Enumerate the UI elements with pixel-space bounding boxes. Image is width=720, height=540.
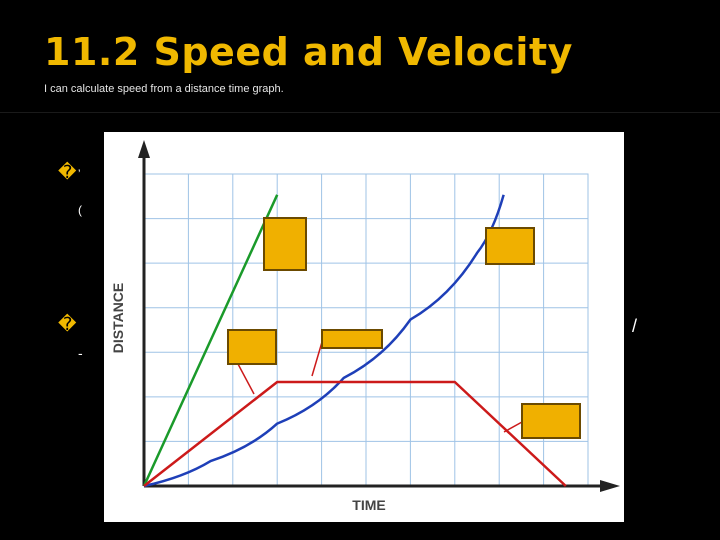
label-box (521, 403, 581, 439)
bullet-icon: � (58, 314, 77, 335)
series-line (143, 380, 567, 487)
slide-subtitle: I can calculate speed from a distance ti… (44, 83, 284, 95)
label-boxes (227, 217, 581, 439)
label-box (321, 329, 383, 349)
distance-time-graph: TIME DISTANCE (104, 132, 624, 522)
leader-line (237, 363, 255, 395)
series-line (143, 194, 505, 488)
fragment-text: ( (78, 203, 82, 217)
y-axis-label: DISTANCE (110, 283, 126, 354)
chart-svg: TIME DISTANCE (110, 140, 620, 513)
fragment-text: ’ (78, 168, 81, 180)
label-box (263, 217, 307, 271)
bullet-icon: � (58, 162, 77, 183)
x-axis-label: TIME (352, 497, 385, 513)
header-bar (0, 0, 720, 113)
label-box (485, 227, 535, 265)
y-axis-arrow-icon (138, 140, 150, 158)
chart-series (142, 194, 567, 488)
fragment-text: / (632, 316, 638, 336)
chart-axes (138, 140, 620, 492)
slide-title: 11.2 Speed and Velocity (44, 30, 573, 74)
leader-line (503, 421, 523, 433)
leader-line (311, 341, 323, 377)
series-line (142, 194, 279, 487)
label-box (227, 329, 277, 365)
fragment-text: - (78, 345, 83, 361)
x-axis-arrow-icon (600, 480, 620, 492)
